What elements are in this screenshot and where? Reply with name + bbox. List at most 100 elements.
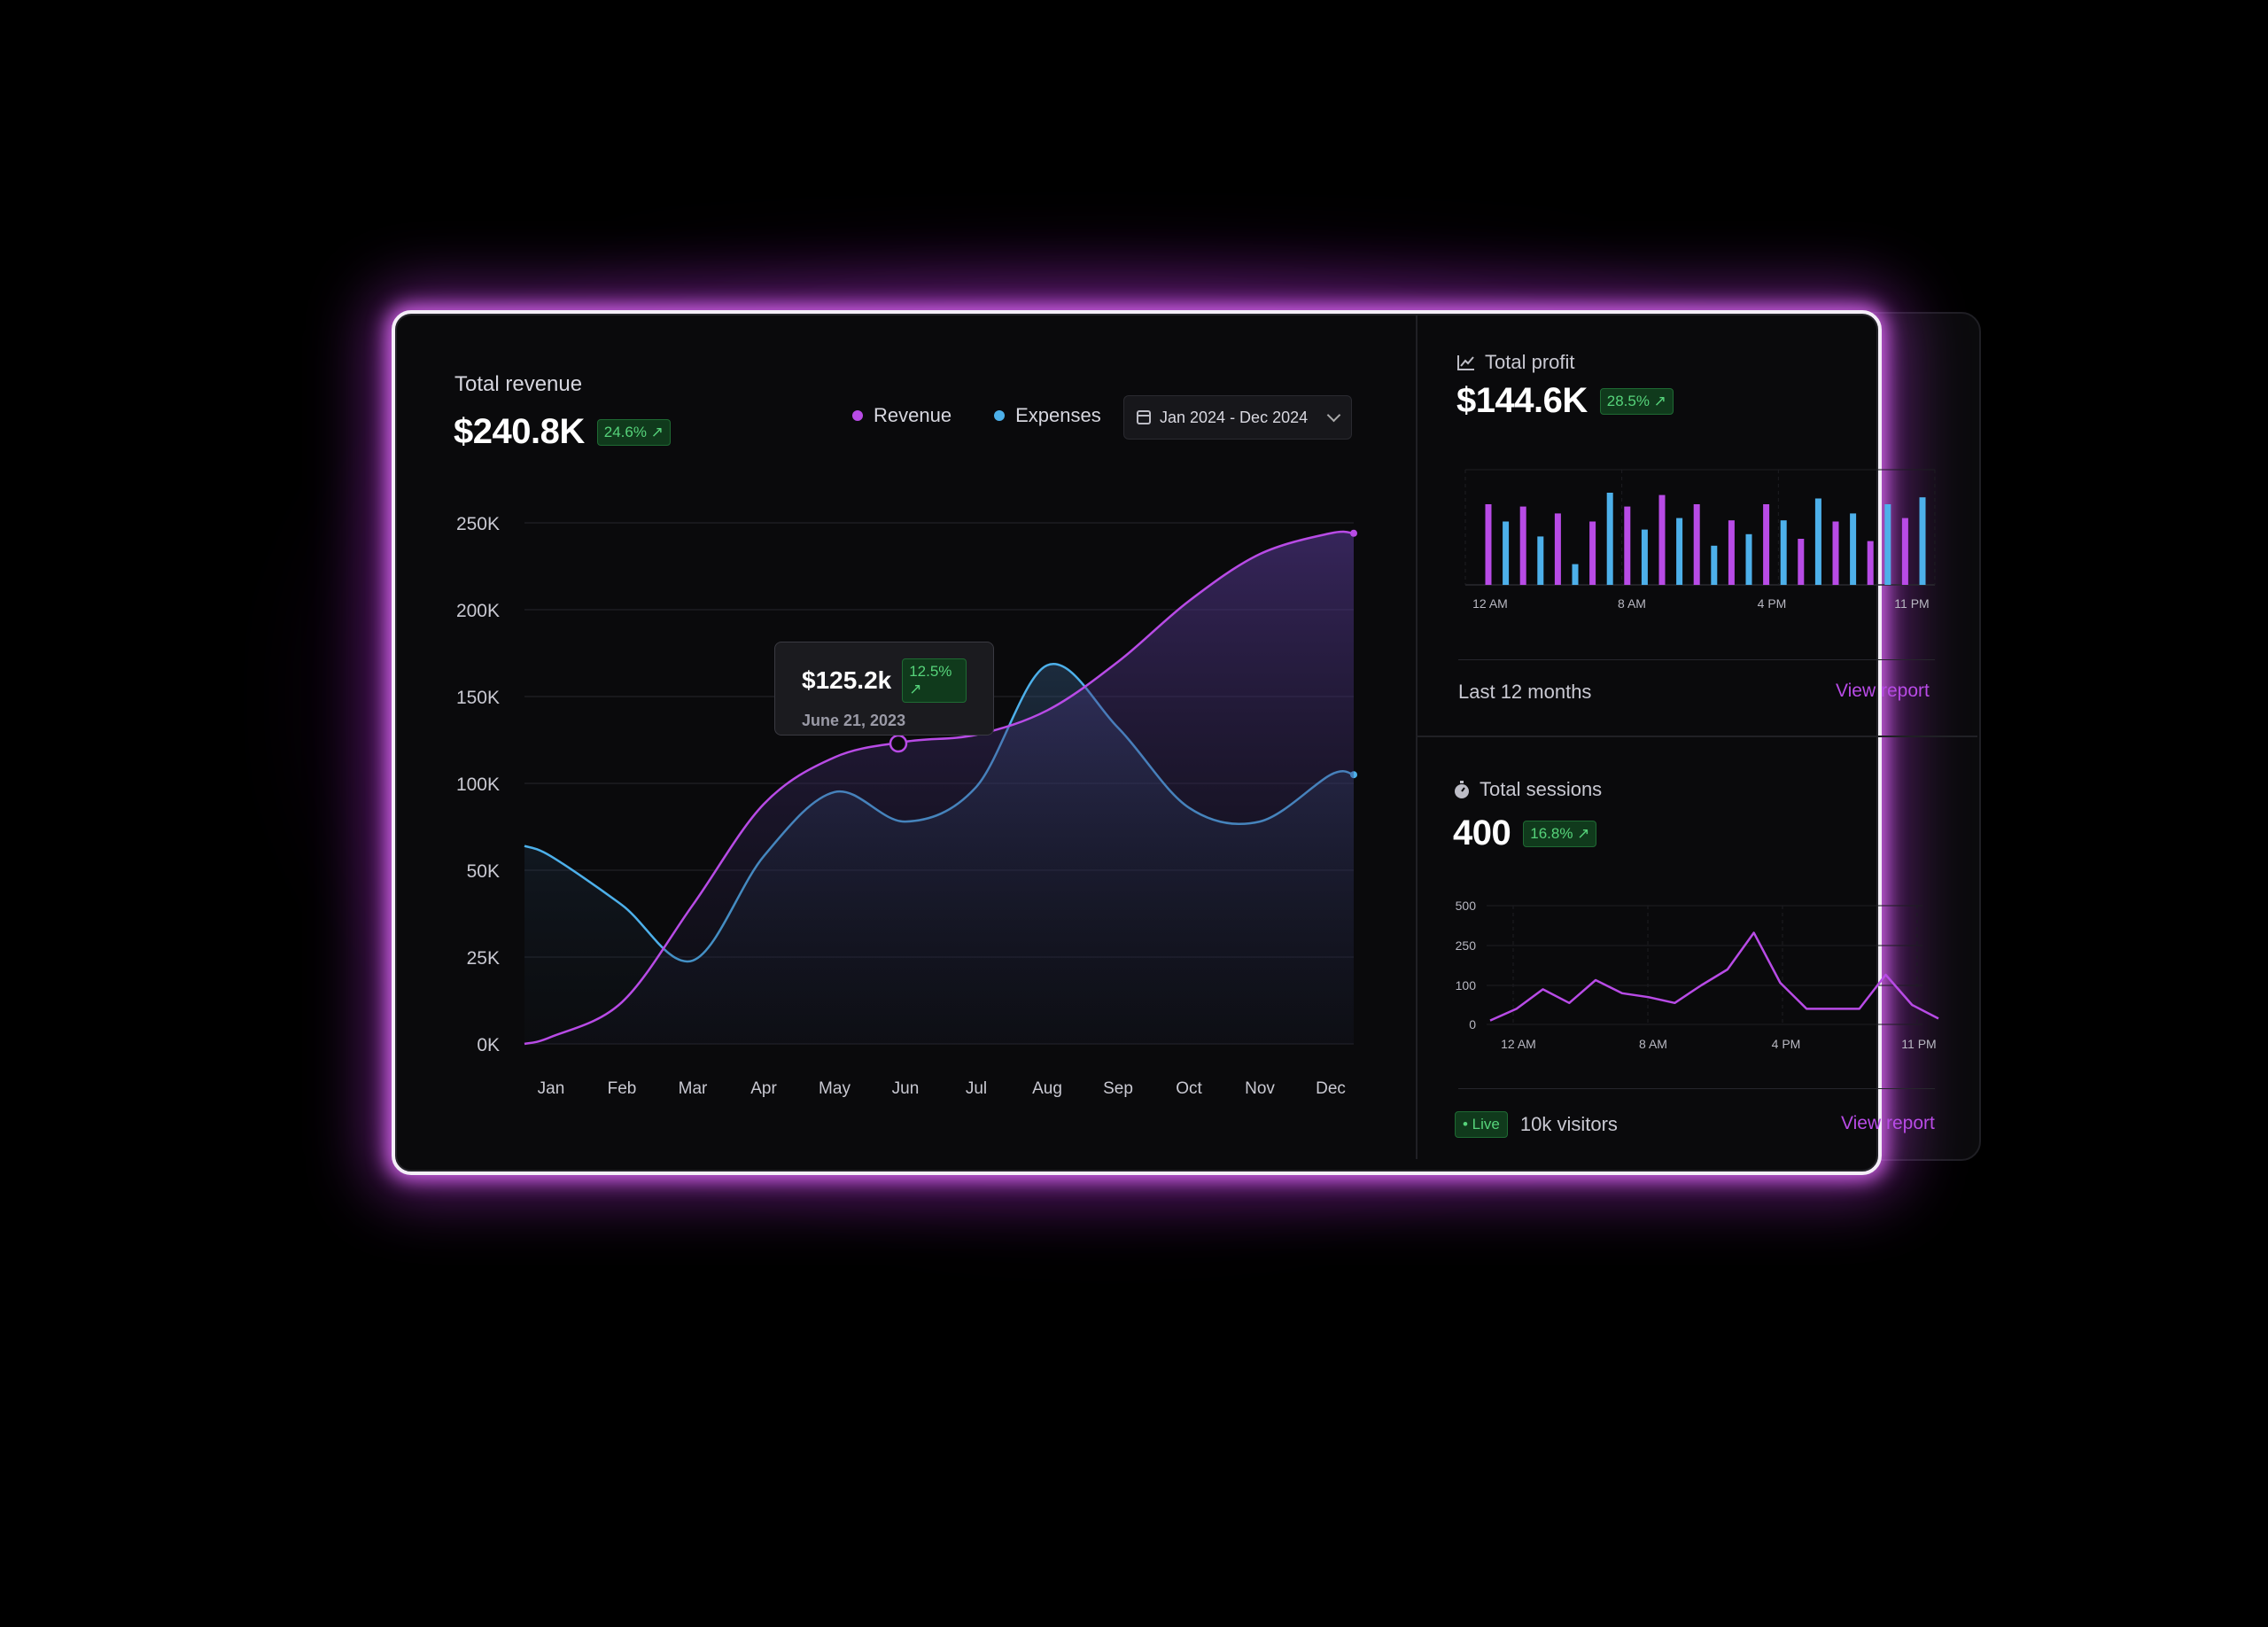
revenue-title: Total revenue — [454, 372, 583, 396]
x-tick-label: May — [819, 1079, 850, 1098]
chart-legend: Revenue Expenses — [852, 404, 1101, 427]
x-tick-label: 11 PM — [1894, 596, 1929, 611]
bar — [1503, 521, 1510, 585]
profit-summary: $144.6K 28.5% ↗ — [1456, 381, 1674, 421]
tooltip-change-badge: 12.5% ↗ — [902, 658, 967, 703]
profit-period: Last 12 months — [1458, 681, 1592, 703]
x-tick-label: 4 PM — [1758, 596, 1787, 611]
bar — [1589, 521, 1596, 585]
y-tick-label: 250K — [456, 514, 500, 534]
visitors-count: 10k visitors — [1519, 1113, 1618, 1135]
sessions-title: Total sessions — [1480, 778, 1603, 800]
hover-marker — [889, 734, 908, 753]
bar — [1624, 506, 1631, 585]
y-tick-label: 0K — [477, 1035, 500, 1055]
legend-revenue-label: Revenue — [874, 404, 952, 426]
x-tick-label: 4 PM — [1772, 1037, 1801, 1051]
x-tick-label: 12 AM — [1501, 1037, 1536, 1051]
sessions-footer: • Live 10k visitors — [1455, 1111, 1618, 1138]
bar — [1693, 504, 1700, 585]
profit-title: Total profit — [1485, 351, 1575, 373]
tooltip-date: June 21, 2023 — [802, 712, 906, 729]
y-tick-label: 100K — [456, 775, 500, 795]
revenue-dot-icon — [852, 410, 863, 421]
bar — [1485, 504, 1492, 585]
divider — [1458, 659, 1935, 660]
profit-view-report-link[interactable]: View report — [1836, 681, 1930, 701]
bar — [1641, 529, 1648, 585]
revenue-summary: $240.8K 24.6% ↗ — [454, 412, 671, 452]
date-range-label: Jan 2024 - Dec 2024 — [1160, 408, 1309, 426]
profit-change-badge: 28.5% ↗ — [1599, 387, 1674, 415]
divider — [1458, 1088, 1935, 1089]
profit-value: $144.6K — [1456, 381, 1588, 420]
y-tick-label: 150K — [456, 688, 500, 708]
trend-chart-icon — [1457, 355, 1474, 370]
bar — [1832, 521, 1839, 585]
x-tick-label: 12 AM — [1472, 596, 1508, 611]
x-tick-label: Dec — [1316, 1079, 1346, 1098]
bar — [1554, 513, 1561, 585]
bar — [1519, 506, 1526, 585]
x-tick-label: Feb — [608, 1079, 637, 1098]
sessions-summary: 400 16.8% ↗ — [1453, 814, 1597, 853]
bar — [1606, 493, 1613, 585]
x-tick-label: 8 AM — [1639, 1037, 1667, 1051]
bar — [1537, 536, 1544, 585]
revenue-change-badge: 24.6% ↗ — [596, 418, 671, 446]
x-tick-label: Apr — [750, 1079, 777, 1098]
bar — [1711, 545, 1718, 585]
expenses-dot-icon — [994, 410, 1006, 421]
x-tick-label: Nov — [1245, 1079, 1275, 1098]
live-badge: • Live — [1455, 1111, 1508, 1138]
bar — [1728, 520, 1735, 585]
y-tick-label: 0 — [1469, 1017, 1476, 1031]
y-tick-label: 100 — [1456, 978, 1477, 993]
x-tick-label: 8 AM — [1618, 596, 1646, 611]
bar — [1850, 513, 1857, 585]
x-tick-label: Jan — [538, 1079, 565, 1098]
y-tick-label: 50K — [467, 861, 500, 882]
legend-expenses[interactable]: Expenses — [994, 404, 1101, 427]
bar — [1919, 497, 1926, 585]
bar — [1901, 518, 1908, 585]
sessions-line — [1489, 931, 1939, 1022]
y-tick-label: 250 — [1456, 938, 1477, 953]
divider — [1416, 315, 1418, 1159]
revenue-value: $240.8K — [454, 412, 585, 451]
revenue-area — [524, 532, 1354, 1044]
x-tick-label: Mar — [679, 1079, 708, 1098]
x-tick-label: Jul — [966, 1079, 987, 1098]
bar — [1745, 533, 1752, 585]
sessions-line-chart: 0 100 250 500 12 AM 8 AM 4 PM 11 PM — [1456, 899, 1939, 1051]
bar — [1572, 564, 1579, 585]
profit-header: Total profit — [1456, 351, 1575, 374]
tooltip-value: $125.2k — [802, 666, 892, 694]
calendar-icon — [1137, 410, 1151, 424]
y-tick-label: 500 — [1456, 899, 1477, 913]
legend-expenses-label: Expenses — [1015, 404, 1101, 426]
x-tick-label: Oct — [1176, 1079, 1202, 1098]
bar — [1867, 541, 1874, 585]
bar — [1780, 520, 1787, 585]
x-tick-label: Jun — [892, 1079, 920, 1098]
legend-revenue[interactable]: Revenue — [852, 404, 951, 427]
chevron-down-icon — [1326, 408, 1341, 423]
x-tick-label: Sep — [1103, 1079, 1133, 1098]
profit-bar-chart: 12 AM 8 AM 4 PM 11 PM — [1464, 469, 1936, 611]
y-tick-label: 25K — [467, 948, 500, 969]
chart-tooltip: $125.2k 12.5% ↗ June 21, 2023 — [774, 642, 994, 736]
sessions-change-badge: 16.8% ↗ — [1523, 820, 1597, 847]
sessions-view-report-link[interactable]: View report — [1841, 1113, 1935, 1133]
y-tick-label: 200K — [456, 601, 500, 621]
date-range-picker[interactable]: Jan 2024 - Dec 2024 — [1123, 395, 1352, 440]
sessions-header: Total sessions — [1453, 778, 1602, 801]
bar — [1798, 539, 1805, 585]
bar — [1676, 518, 1683, 585]
revenue-chart: 0K 25K 50K 100K 150K 200K 250K Jan Feb Mar Apr May J… — [456, 514, 1357, 1098]
bar — [1763, 504, 1770, 585]
bar — [1884, 504, 1891, 585]
bar — [1658, 494, 1666, 585]
bar — [1814, 498, 1821, 585]
x-tick-label: Aug — [1032, 1079, 1062, 1098]
